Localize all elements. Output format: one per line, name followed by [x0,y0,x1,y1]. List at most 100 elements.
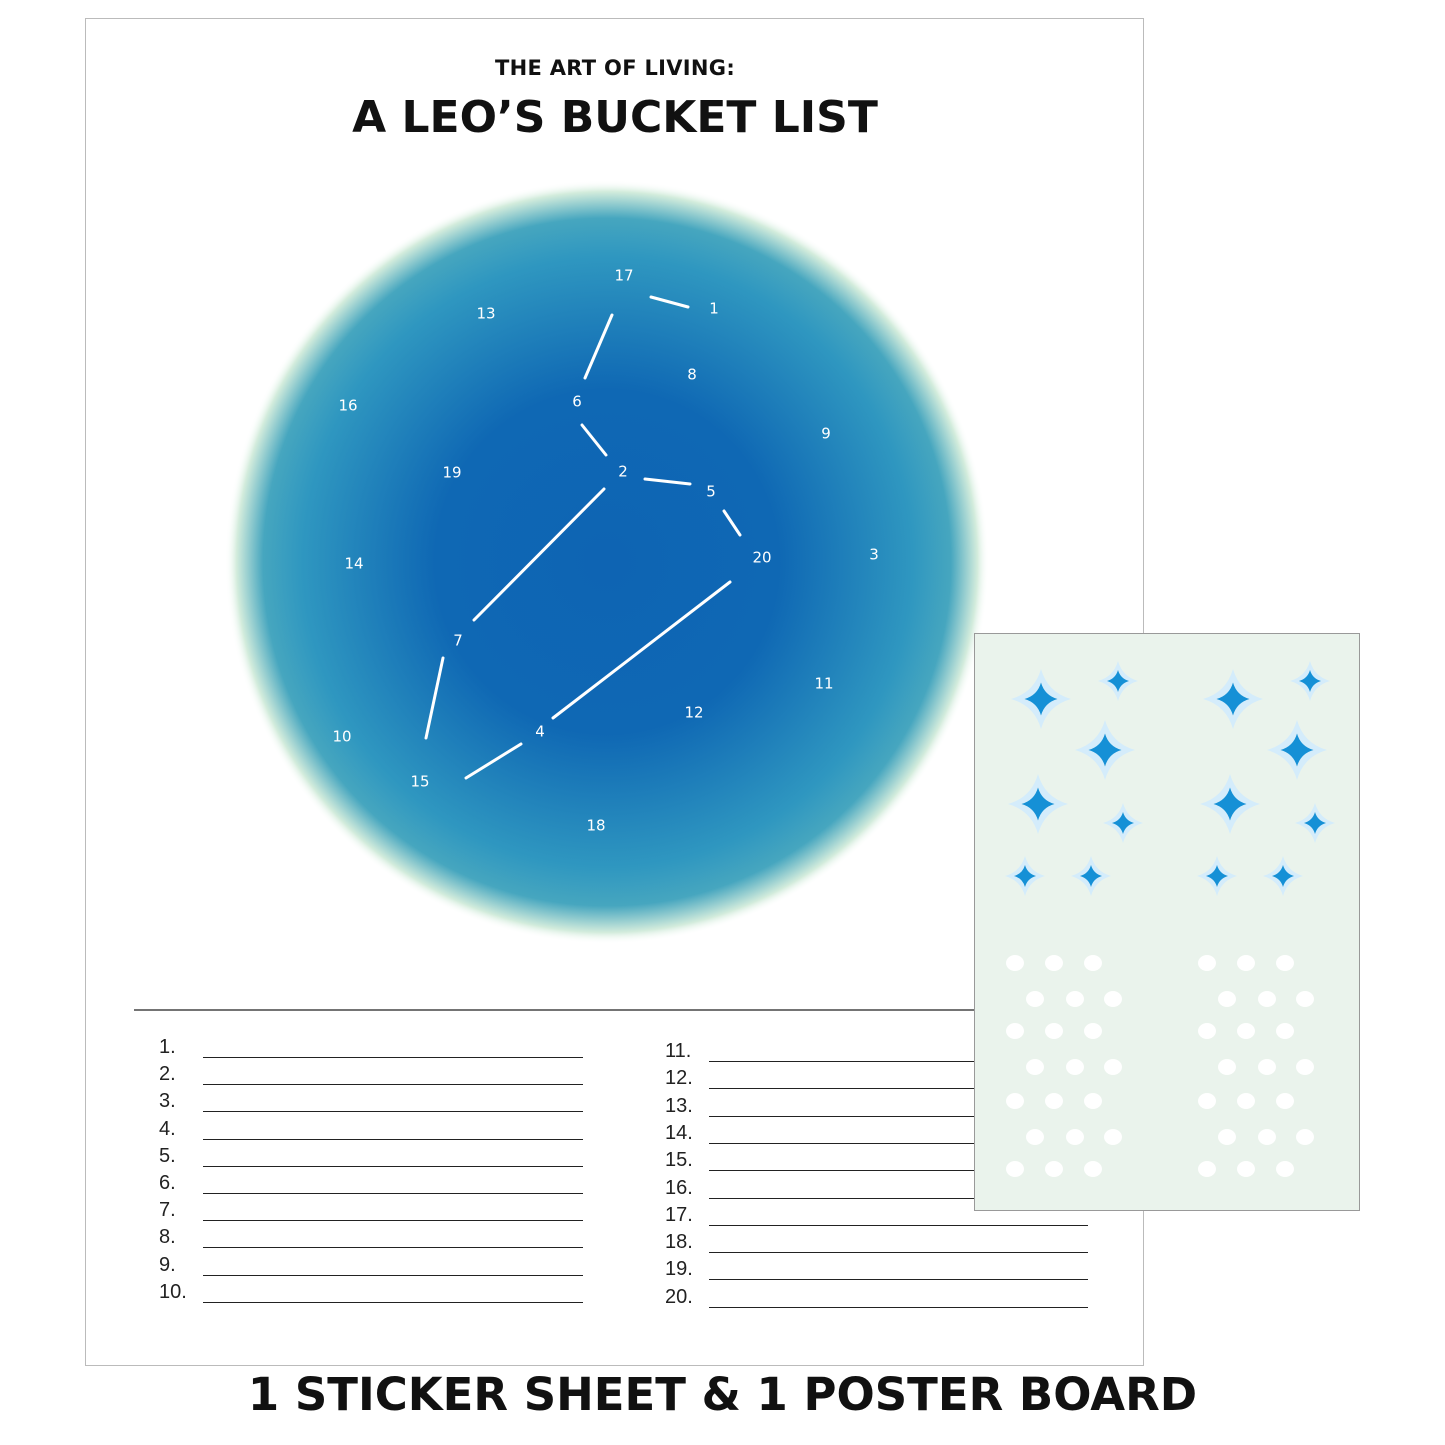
write-in-line[interactable] [203,1247,583,1249]
star-number-label: 19 [442,464,461,482]
dot-sticker [1026,991,1044,1007]
list-number: 14. [665,1121,693,1144]
write-in-line[interactable] [203,1274,583,1276]
poster-subtitle: THE ART OF LIVING: [494,56,736,80]
constellation-line [424,656,445,740]
list-number: 20. [665,1285,693,1308]
dot-sticker [1104,991,1122,1007]
constellation-line [472,487,606,622]
list-number: 3. [159,1090,176,1113]
list-number: 7. [159,1199,176,1222]
list-number: 15. [665,1149,693,1172]
dot-sticker [1296,991,1314,1007]
constellation-line [722,509,742,537]
dot-sticker [1276,955,1294,971]
write-in-line[interactable] [709,1252,1088,1254]
dot-sticker [1258,1129,1276,1145]
write-in-line[interactable] [203,1111,583,1113]
write-in-line[interactable] [709,1061,1088,1062]
list-number: 8. [159,1226,176,1249]
dot-sticker [1084,1023,1102,1039]
star-sticker-icon [1272,865,1294,887]
star-number-label: 18 [586,817,605,835]
dot-sticker [1258,1059,1276,1075]
dot-sticker [1237,1093,1255,1109]
dot-sticker [1104,1059,1122,1075]
dot-sticker [1084,1161,1102,1177]
dot-sticker [1296,1059,1314,1075]
dot-sticker [1066,1129,1084,1145]
write-in-line[interactable] [709,1279,1088,1281]
dot-sticker [1066,991,1084,1007]
write-in-line[interactable] [709,1115,1088,1117]
dot-sticker [1006,1023,1024,1039]
dot-sticker [1006,1161,1024,1177]
star-number-label: 15 [410,773,429,791]
star-number-label: 14 [344,555,363,573]
write-in-line[interactable] [203,1301,583,1303]
constellation-line [649,295,690,309]
dot-sticker [1218,1129,1236,1145]
write-in-line[interactable] [709,1088,1088,1090]
star-number-label: 3 [869,546,879,564]
dot-sticker [1276,1161,1294,1177]
dot-sticker [1218,991,1236,1007]
list-number: 4. [159,1117,176,1140]
dot-sticker [1026,1059,1044,1075]
dot-sticker [1276,1093,1294,1109]
write-in-line[interactable] [709,1170,1088,1172]
write-in-line[interactable] [709,1197,1088,1199]
star-number-label: 8 [687,366,697,384]
list-number: 12. [665,1067,693,1090]
write-in-line[interactable] [203,1138,583,1140]
dot-sticker [1198,955,1216,971]
constellation-line [643,477,692,486]
dot-sticker [1258,991,1276,1007]
dot-sticker [1237,955,1255,971]
star-number-label: 5 [706,483,716,501]
write-in-line[interactable] [203,1084,583,1086]
star-sticker-icon [1021,787,1055,821]
list-number: 11. [665,1040,692,1062]
night-sky-circle [225,180,989,944]
star-number-label: 1 [709,300,719,318]
write-in-line[interactable] [709,1142,1088,1144]
dot-sticker [1045,955,1063,971]
list-number: 10. [159,1280,187,1303]
dot-sticker [1198,1161,1216,1177]
star-sticker-icon [1304,812,1326,834]
star-sticker-icon [1088,733,1122,767]
dot-sticker [1006,955,1024,971]
list-number: 19. [665,1258,693,1281]
dot-sticker [1045,1093,1063,1109]
write-in-line[interactable] [709,1224,1088,1226]
dot-sticker [1104,1129,1122,1145]
write-in-line[interactable] [203,1220,583,1222]
star-number-label: 20 [752,549,771,567]
list-number: 17. [665,1203,693,1226]
star-number-label: 4 [535,723,545,741]
star-sticker-icon [1107,670,1129,692]
write-in-line[interactable] [203,1193,583,1194]
dot-sticker [1276,1023,1294,1039]
dot-sticker [1084,955,1102,971]
constellation-line [551,580,732,720]
constellation-line [464,742,523,780]
list-number: 18. [665,1231,693,1254]
star-number-label: 6 [572,393,582,411]
list-number: 1. [159,1036,176,1058]
dot-sticker [1296,1129,1314,1145]
dot-sticker [1066,1059,1084,1075]
sticker-sheet-art [1005,661,1335,1177]
write-in-line[interactable] [709,1306,1088,1308]
star-number-label: 16 [338,397,357,415]
star-sticker-icon [1112,812,1134,834]
write-in-line[interactable] [203,1057,583,1058]
dot-sticker [1045,1023,1063,1039]
star-number-label: 13 [476,305,495,323]
list-number: 6. [159,1172,176,1194]
footer-caption: 1 STICKER SHEET & 1 POSTER BOARD [247,1368,1198,1421]
write-in-line[interactable] [203,1165,583,1167]
dot-sticker [1198,1093,1216,1109]
